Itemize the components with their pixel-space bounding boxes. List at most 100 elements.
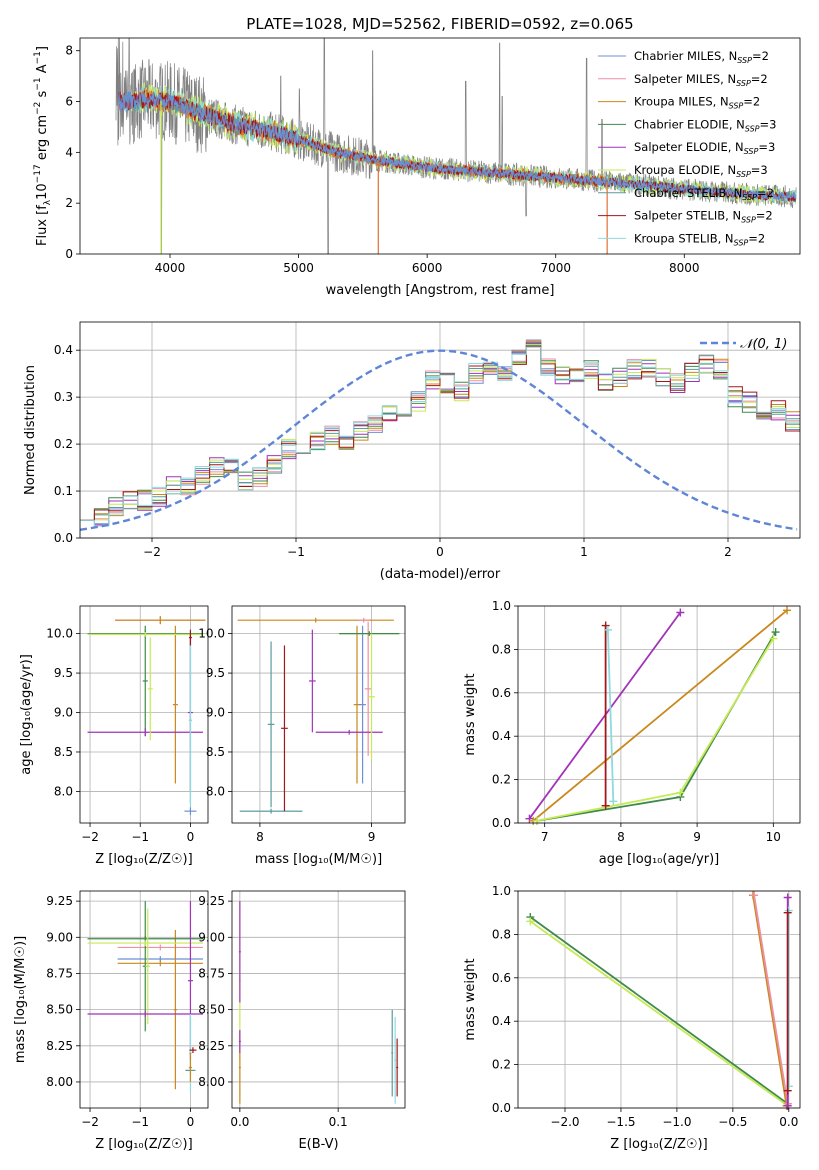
x-axis-label: Z [log₁₀(Z/Z☉)] xyxy=(95,1137,192,1152)
y-tick-label: 0.2 xyxy=(492,1058,511,1072)
y-axis-label: Normed distribution xyxy=(23,365,38,495)
residual-histogram-axes: −2 −1 0 1 2 0.0 0.1 0.2 0.3 0.4 (data-model)/error… xyxy=(23,321,801,582)
x-tick-label: −1 xyxy=(131,830,149,844)
y-tick-label: 8.0 xyxy=(206,784,225,798)
legend-entry: Salpeter STELIB, NSSP=2 xyxy=(634,209,773,225)
y-tick-label: 9.5 xyxy=(54,666,73,680)
y-tick-label: 8.5 xyxy=(206,745,225,759)
massweight-vs-metallicity-axes: −2.0 −1.5 −1.0 −0.5 0.0 0.0 0.2 0.4 0.6 0.8 1.0 Z [… xyxy=(463,884,801,1152)
y-tick-label: 0.6 xyxy=(492,971,511,985)
x-axis-label: wavelength [Angstrom, rest frame] xyxy=(326,283,555,298)
x-tick-label: 4000 xyxy=(155,261,186,275)
weight-marker xyxy=(601,621,610,630)
x-tick-label: 6000 xyxy=(412,261,443,275)
x-tick-label: 10 xyxy=(766,830,781,844)
y-tick-label: 0.4 xyxy=(492,729,511,743)
y-tick-label: 4 xyxy=(65,145,73,159)
y-tick-label: 8.50 xyxy=(198,1003,225,1017)
weight-marker xyxy=(783,1101,792,1110)
y-tick-label: 0.3 xyxy=(54,390,73,404)
y-tick-label: 0.6 xyxy=(492,686,511,700)
mass-vs-metallicity-axes: −2 −1 0 8.00 8.25 8.50 8.75 9.00 9.25 Z [log₁₀(Z/… xyxy=(13,890,209,1152)
legend-entry: Kroupa MILES, NSSP=2 xyxy=(634,95,760,111)
x-tick-label: 7 xyxy=(541,830,549,844)
y-tick-label: 9.0 xyxy=(206,706,225,720)
y-tick-label: 0.0 xyxy=(492,816,511,830)
y-tick-label: 8 xyxy=(65,44,73,58)
massweight-vs-age-axes: 7 8 9 10 0.0 0.2 0.4 0.6 0.8 1.0 age [log₁₀(age/yr… xyxy=(463,599,801,867)
x-axis-label: Z [log₁₀(Z/Z☉)] xyxy=(610,1137,707,1152)
y-tick-label: 9.25 xyxy=(46,894,73,908)
x-axis-label: (data-model)/error xyxy=(380,567,501,582)
y-tick-label: 10.0 xyxy=(46,627,73,641)
legend-entry: 𝒩(0, 1) xyxy=(740,337,787,352)
y-axis-label: age [log₁₀(age/yr)] xyxy=(19,654,34,775)
x-tick-label: −1 xyxy=(287,545,305,559)
weight-marker xyxy=(784,1082,793,1091)
y-tick-label: 0.4 xyxy=(54,343,73,357)
weight-marker xyxy=(783,1086,792,1095)
legend-entry: Kroupa STELIB, NSSP=2 xyxy=(634,231,765,247)
y-axis-label: mass weight xyxy=(463,958,478,1040)
y-tick-label: 6 xyxy=(65,95,73,109)
x-tick-label: −2 xyxy=(81,830,99,844)
x-tick-label: −2 xyxy=(81,1115,99,1129)
weight-marker xyxy=(601,801,610,810)
y-tick-label: 10.0 xyxy=(198,627,225,641)
mass-vs-ebv-axes: 0.0 0.1 8.00 8.25 8.50 8.75 9.00 9.25 E(B-V) xyxy=(198,890,406,1152)
y-tick-label: 8.75 xyxy=(46,966,73,980)
y-tick-label: 8.00 xyxy=(46,1075,73,1089)
x-tick-label: 0 xyxy=(187,830,195,844)
age-vs-mass-axes: 8 9 8.0 8.5 9.0 9.5 10.0 mass [log₁₀(M/M☉)] xyxy=(198,605,406,867)
x-tick-label: 0.0 xyxy=(230,1115,249,1129)
model-spectrum-chabrier-miles xyxy=(118,91,797,201)
axes-frame xyxy=(79,37,801,255)
y-tick-label: 9.0 xyxy=(54,706,73,720)
y-tick-label: 0.4 xyxy=(492,1014,511,1028)
axes-frame xyxy=(79,890,209,1109)
spectrum-legend: Chabrier MILES, NSSP=2 Salpeter MILES, NS… xyxy=(598,49,776,247)
x-tick-label: −1.0 xyxy=(662,1115,691,1129)
residual-histogram-plot-area xyxy=(80,339,800,538)
x-tick-label: 8000 xyxy=(669,261,700,275)
x-tick-label: −2 xyxy=(143,545,161,559)
y-tick-label: 0 xyxy=(65,247,73,261)
spectrum-plot-area xyxy=(115,38,797,254)
x-tick-label: −1.5 xyxy=(606,1115,635,1129)
x-axis-label: E(B-V) xyxy=(298,1137,338,1152)
legend-entry: Kroupa ELODIE, NSSP=3 xyxy=(634,163,768,179)
y-tick-label: 0.2 xyxy=(492,773,511,787)
axes-frame xyxy=(517,605,801,824)
y-tick-label: 0.0 xyxy=(492,1101,511,1115)
histogram-kroupa-stelib xyxy=(80,346,800,538)
y-tick-label: 1.0 xyxy=(492,884,511,898)
x-tick-label: 9 xyxy=(368,830,376,844)
y-axis-label: mass [log₁₀(M/M☉)] xyxy=(13,936,28,1063)
y-tick-label: 9.00 xyxy=(198,930,225,944)
weight-marker xyxy=(603,625,612,634)
weight-marker xyxy=(750,891,759,900)
y-tick-label: 8.5 xyxy=(54,745,73,759)
weight-marker xyxy=(526,917,535,926)
y-tick-label: 8.00 xyxy=(198,1075,225,1089)
x-tick-label: 0 xyxy=(187,1115,195,1129)
x-tick-label: 0 xyxy=(436,545,444,559)
weight-marker xyxy=(769,634,778,643)
legend-entry: Salpeter MILES, NSSP=2 xyxy=(634,72,768,88)
y-tick-label: 2 xyxy=(65,196,73,210)
y-axis-label: Flux [fλ10−17 erg cm−2 s−1 A−1] xyxy=(33,46,53,246)
weight-marker xyxy=(609,797,618,806)
mass-vs-ebv-plot-area xyxy=(238,901,399,1104)
histogram-salpeter-stelib xyxy=(80,345,800,538)
legend-entry: Salpeter ELODIE, NSSP=3 xyxy=(634,140,775,156)
x-tick-label: 0.0 xyxy=(779,1115,798,1129)
y-tick-label: 8.25 xyxy=(46,1039,73,1053)
weight-line-kroupa-stelib xyxy=(607,629,615,802)
weight-line-kroupa-elodie xyxy=(529,920,789,1107)
axes-frame xyxy=(517,890,801,1109)
normal-distribution-curve xyxy=(80,349,798,531)
weight-marker xyxy=(783,606,792,615)
y-tick-label: 0.8 xyxy=(492,642,511,656)
figure-title: PLATE=1028, MJD=52562, FIBERID=0592, z=0… xyxy=(246,15,633,33)
